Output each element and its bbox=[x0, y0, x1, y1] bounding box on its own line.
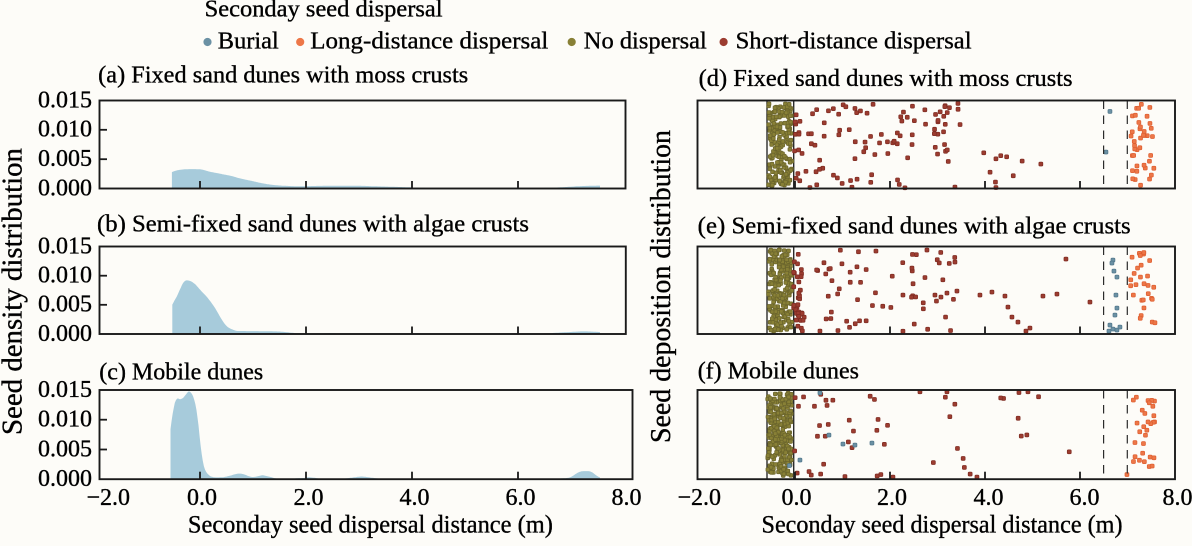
svg-text:4.0: 4.0 bbox=[974, 485, 1004, 511]
svg-text:(f) Mobile dunes: (f) Mobile dunes bbox=[698, 359, 859, 385]
svg-text:Seed density distribution: Seed density distribution bbox=[0, 148, 29, 435]
svg-text:Short-distance dispersal: Short-distance dispersal bbox=[736, 29, 972, 55]
svg-text:0.0: 0.0 bbox=[187, 485, 217, 511]
svg-text:2.0: 2.0 bbox=[294, 485, 324, 511]
svg-text:Burial: Burial bbox=[218, 29, 279, 55]
svg-text:(c) Mobile dunes: (c) Mobile dunes bbox=[99, 360, 263, 386]
svg-text:Long-distance dispersal: Long-distance dispersal bbox=[310, 29, 548, 55]
svg-text:(a) Fixed sand dunes with moss: (a) Fixed sand dunes with moss crusts bbox=[98, 63, 468, 89]
svg-text:0.015: 0.015 bbox=[38, 233, 92, 259]
svg-text:0.000: 0.000 bbox=[38, 466, 92, 492]
svg-text:−2.0: −2.0 bbox=[678, 485, 722, 511]
svg-text:Seconday seed dispersal distan: Seconday seed dispersal distance (m) bbox=[762, 512, 1123, 539]
svg-text:6.0: 6.0 bbox=[506, 485, 536, 511]
svg-text:0.010: 0.010 bbox=[38, 117, 92, 143]
svg-text:(d) Fixed sand dunes with moss: (d) Fixed sand dunes with moss crusts bbox=[699, 66, 1073, 92]
svg-text:8.0: 8.0 bbox=[612, 485, 642, 511]
svg-text:0.015: 0.015 bbox=[38, 87, 92, 113]
svg-text:Seconday seed dispersal: Seconday seed dispersal bbox=[205, 0, 443, 23]
svg-text:0.005: 0.005 bbox=[38, 292, 92, 318]
svg-text:Seed deposition distribution: Seed deposition distribution bbox=[646, 130, 677, 443]
svg-text:(b) Semi-fixed sand dunes with: (b) Semi-fixed sand dunes with algae cru… bbox=[97, 212, 529, 238]
svg-text:0.005: 0.005 bbox=[38, 436, 92, 462]
svg-text:6.0: 6.0 bbox=[1070, 485, 1100, 511]
svg-text:2.0: 2.0 bbox=[877, 485, 907, 511]
svg-text:0.010: 0.010 bbox=[38, 407, 92, 433]
svg-text:−2.0: −2.0 bbox=[87, 485, 131, 511]
svg-text:0.005: 0.005 bbox=[38, 146, 92, 172]
svg-text:8.0: 8.0 bbox=[1163, 485, 1192, 511]
svg-text:0.000: 0.000 bbox=[38, 321, 92, 347]
svg-text:(e) Semi-fixed sand dunes with: (e) Semi-fixed sand dunes with algae cru… bbox=[698, 214, 1131, 240]
svg-text:0.015: 0.015 bbox=[38, 377, 92, 403]
svg-text:No dispersal: No dispersal bbox=[584, 29, 707, 55]
svg-text:0.010: 0.010 bbox=[38, 262, 92, 288]
svg-text:Seconday seed dispersal distan: Seconday seed dispersal distance (m) bbox=[188, 512, 553, 539]
svg-text:0.0: 0.0 bbox=[782, 485, 812, 511]
svg-text:0.000: 0.000 bbox=[38, 175, 92, 201]
svg-text:4.0: 4.0 bbox=[400, 485, 430, 511]
